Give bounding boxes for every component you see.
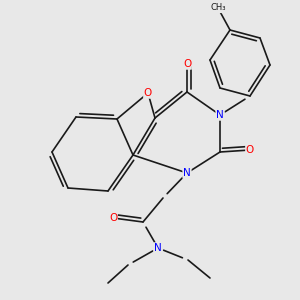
Text: CH₃: CH₃ [210, 4, 226, 13]
Text: N: N [183, 168, 191, 178]
Text: O: O [144, 88, 152, 98]
Text: O: O [109, 213, 117, 223]
Text: N: N [216, 110, 224, 120]
Text: N: N [154, 243, 162, 253]
Text: O: O [183, 59, 191, 69]
Text: O: O [246, 145, 254, 155]
